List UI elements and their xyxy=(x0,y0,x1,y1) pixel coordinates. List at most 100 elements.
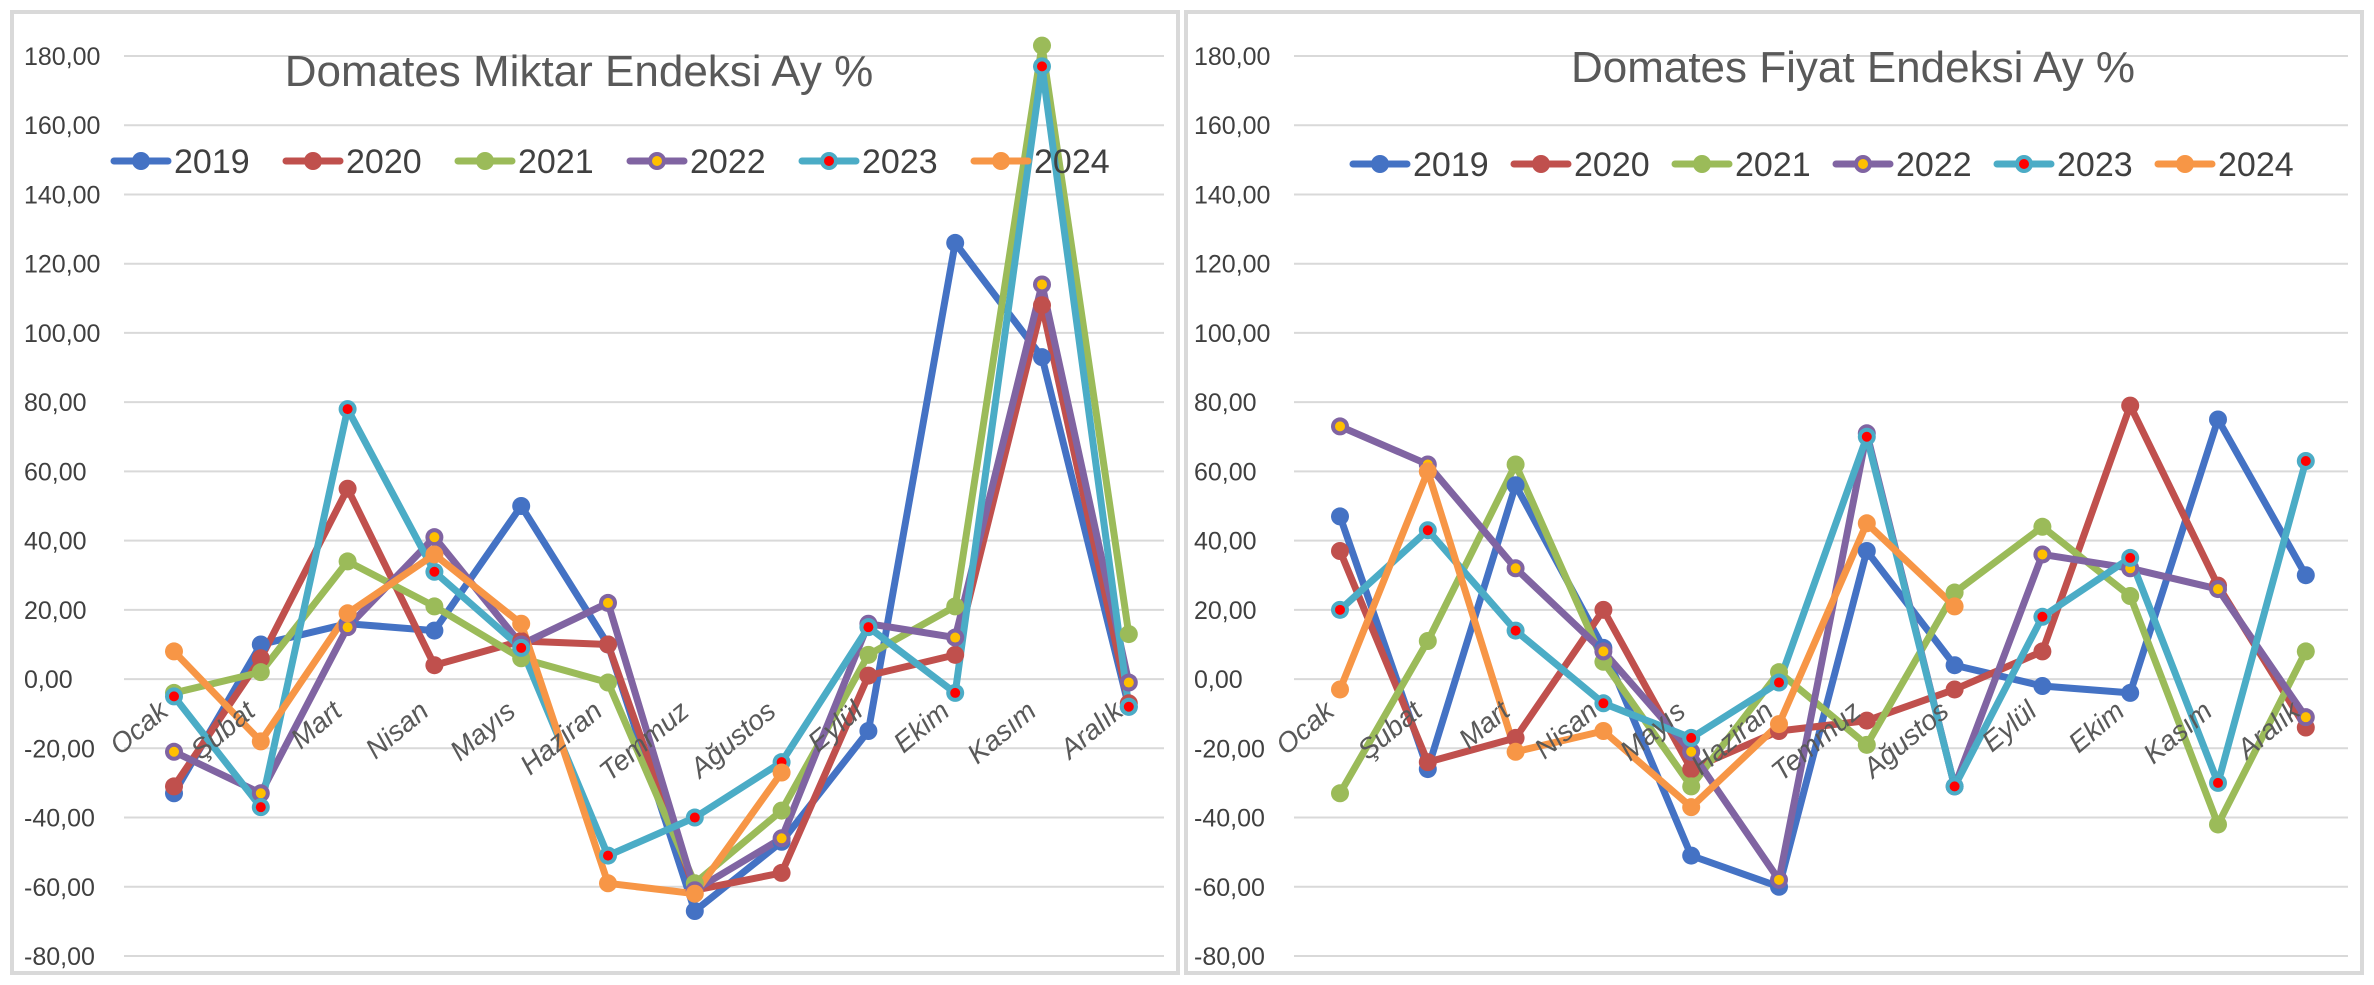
data-point-marker-fill xyxy=(1774,677,1784,688)
data-point-marker-fill xyxy=(2213,584,2223,595)
data-point-marker-fill xyxy=(1774,874,1784,885)
legend-swatch-marker xyxy=(1371,155,1389,173)
y-tick-label: 140,00 xyxy=(24,181,100,209)
data-point-marker-fill xyxy=(255,802,266,813)
data-point-2024 xyxy=(1506,742,1525,761)
data-point-2020 xyxy=(859,666,878,685)
legend-swatch-marker xyxy=(304,152,322,170)
y-tick-label: 180,00 xyxy=(24,43,100,71)
data-point-2020 xyxy=(1594,600,1613,619)
series-line-2023 xyxy=(170,62,1133,860)
data-point-2020 xyxy=(425,656,444,675)
legend-marker-fill xyxy=(824,156,834,166)
data-point-2021 xyxy=(1331,784,1349,803)
legend-swatch-marker xyxy=(1532,155,1550,173)
data-point-marker-fill xyxy=(429,532,440,543)
data-point-marker-fill xyxy=(342,622,353,633)
data-point-marker-fill xyxy=(1686,746,1697,757)
data-point-marker-fill xyxy=(2213,777,2223,788)
series-line-2022 xyxy=(1336,422,2310,884)
data-point-2020 xyxy=(1033,296,1051,315)
data-point-2019 xyxy=(2296,566,2315,585)
series-line-2020 xyxy=(1336,402,2310,773)
legend-label: 2020 xyxy=(346,143,422,181)
data-point-marker-fill xyxy=(342,404,353,415)
legend-label: 2022 xyxy=(1896,146,1972,184)
y-tick-label: 100,00 xyxy=(1194,320,1270,348)
series-line-2019 xyxy=(170,239,1133,915)
x-tick-label: Haziran xyxy=(514,695,608,781)
data-point-2019 xyxy=(1682,846,1701,865)
y-tick-label: 160,00 xyxy=(1194,112,1270,140)
series-line-2021 xyxy=(1336,460,2310,828)
data-point-2024 xyxy=(251,732,270,751)
data-point-2024 xyxy=(772,763,791,782)
data-point-2020 xyxy=(1857,711,1876,730)
data-point-marker-fill xyxy=(1510,563,1521,574)
data-point-marker-fill xyxy=(776,833,787,844)
quantity-index-chart: 180,00 160,00 140,00 120,00 100,00 80,00 60,00… xyxy=(24,36,1164,971)
data-point-2024 xyxy=(1945,597,1964,616)
data-point-2021 xyxy=(1682,777,1701,796)
data-point-2020 xyxy=(2121,396,2140,415)
series-line-2022 xyxy=(170,280,1133,894)
data-point-2024 xyxy=(685,884,704,903)
data-point-2019 xyxy=(512,497,531,515)
data-point-2020 xyxy=(1331,542,1349,560)
data-point-marker-fill xyxy=(169,691,179,702)
data-point-2024 xyxy=(599,874,617,893)
data-point-marker-fill xyxy=(1598,698,1609,709)
data-point-2024 xyxy=(338,604,357,623)
y-tick-label: 180,00 xyxy=(1194,43,1270,71)
data-point-2020 xyxy=(251,649,270,668)
y-tick-label: 80,00 xyxy=(1194,389,1257,417)
data-point-2019 xyxy=(2209,410,2227,429)
x-tick-label: Aralık xyxy=(1052,694,1130,766)
data-point-2019 xyxy=(1506,476,1525,495)
y-tick-label: 120,00 xyxy=(24,251,100,279)
y-tick-label: 20,00 xyxy=(1194,597,1257,625)
data-point-2024 xyxy=(1770,715,1788,734)
y-tick-label: -40,00 xyxy=(1194,805,1265,833)
data-point-2021 xyxy=(338,552,357,571)
data-point-2024 xyxy=(512,614,531,633)
data-point-2019 xyxy=(251,635,270,654)
legend-swatch-marker xyxy=(132,152,150,170)
data-point-marker-fill xyxy=(603,850,613,861)
data-point-2020 xyxy=(1418,753,1437,772)
series-line-2024 xyxy=(170,550,786,898)
data-point-2021 xyxy=(1506,455,1525,474)
legend-label: 2024 xyxy=(2218,146,2294,184)
data-point-marker-fill xyxy=(2037,611,2048,622)
data-point-2021 xyxy=(1418,632,1437,650)
data-point-marker-fill xyxy=(1335,421,1345,432)
y-tick-label: 160,00 xyxy=(24,112,100,140)
legend-label: 2019 xyxy=(1413,146,1489,184)
data-point-2019 xyxy=(425,621,444,640)
y-tick-label: -20,00 xyxy=(24,735,95,763)
series-line-2019 xyxy=(1336,415,2310,891)
data-point-2020 xyxy=(1506,728,1525,747)
data-point-2019 xyxy=(2033,677,2052,695)
legend-label: 2023 xyxy=(862,143,938,181)
y-tick-label: 0,00 xyxy=(24,666,73,694)
legend-label: 2021 xyxy=(1735,146,1811,184)
legend-swatch-marker xyxy=(476,152,494,170)
data-point-2021 xyxy=(251,663,270,682)
price-index-chart: 180,00 160,00 140,00 120,00 100,00 80,00 60,00… xyxy=(1194,43,2348,971)
y-tick-label: -80,00 xyxy=(24,943,95,971)
data-point-2020 xyxy=(1945,680,1964,699)
y-tick-label: 60,00 xyxy=(1194,458,1257,486)
data-point-marker-fill xyxy=(2125,552,2136,563)
data-point-marker-fill xyxy=(863,622,874,633)
legend-swatch-marker xyxy=(2176,155,2194,173)
data-point-marker-fill xyxy=(1861,431,1872,442)
y-tick-label: 140,00 xyxy=(1194,181,1270,209)
y-tick-label: 20,00 xyxy=(24,597,87,625)
legend-label: 2023 xyxy=(2057,146,2133,184)
data-point-2020 xyxy=(338,479,357,498)
series-line-2021 xyxy=(170,42,1133,887)
data-point-marker-fill xyxy=(1123,701,1134,712)
y-tick-label: -60,00 xyxy=(24,874,95,902)
